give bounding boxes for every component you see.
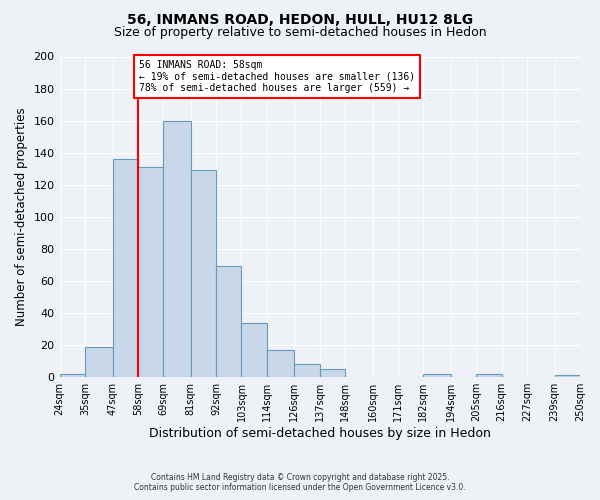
Text: Size of property relative to semi-detached houses in Hedon: Size of property relative to semi-detach… [113, 26, 487, 39]
Bar [59, 374, 85, 377]
Bar [216, 266, 241, 377]
Text: 56, INMANS ROAD, HEDON, HULL, HU12 8LG: 56, INMANS ROAD, HEDON, HULL, HU12 8LG [127, 12, 473, 26]
Bar [476, 374, 502, 377]
Bar [241, 322, 267, 377]
Bar [163, 120, 191, 377]
X-axis label: Distribution of semi-detached houses by size in Hedon: Distribution of semi-detached houses by … [149, 427, 491, 440]
Bar [267, 350, 295, 377]
Bar [191, 170, 216, 377]
Text: Contains HM Land Registry data © Crown copyright and database right 2025.
Contai: Contains HM Land Registry data © Crown c… [134, 473, 466, 492]
Bar [295, 364, 320, 377]
Bar [554, 376, 580, 377]
Text: 56 INMANS ROAD: 58sqm
← 19% of semi-detached houses are smaller (136)
78% of sem: 56 INMANS ROAD: 58sqm ← 19% of semi-deta… [139, 60, 415, 93]
Bar [85, 346, 113, 377]
Bar [320, 369, 345, 377]
Bar [424, 374, 451, 377]
Y-axis label: Number of semi-detached properties: Number of semi-detached properties [15, 108, 28, 326]
Bar [113, 159, 138, 377]
Bar [138, 167, 163, 377]
